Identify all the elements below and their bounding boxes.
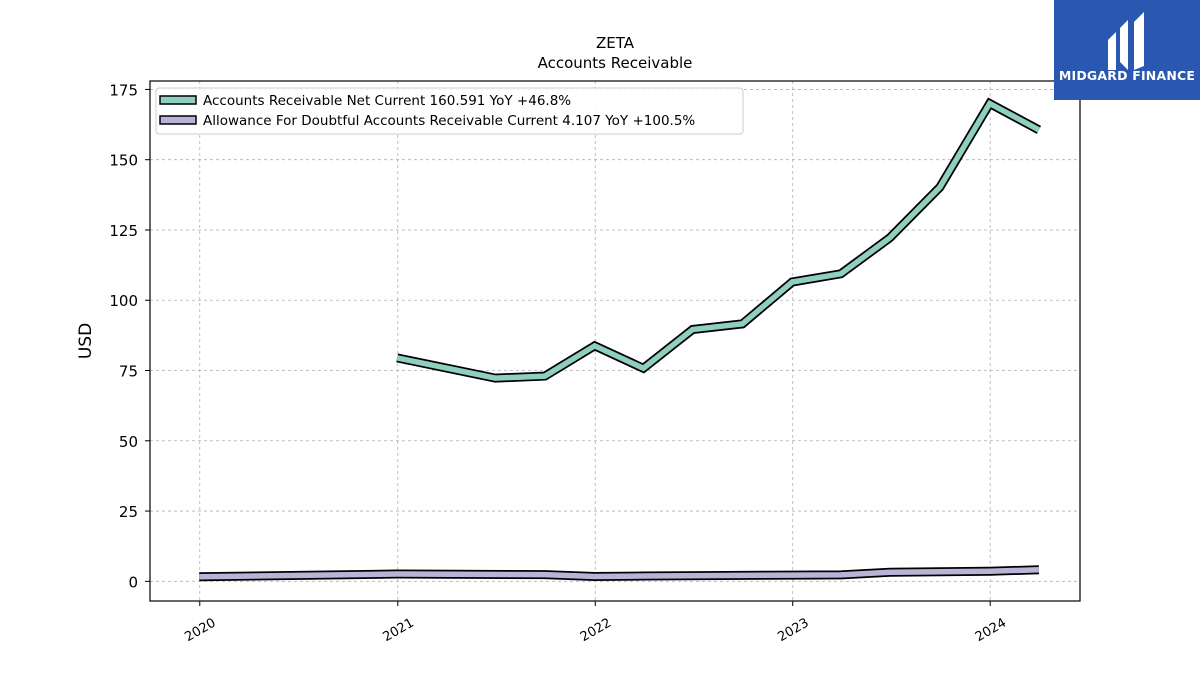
brand-mark-icon <box>1108 12 1144 70</box>
plot-frame <box>149 80 1081 602</box>
x-tick-label: 2024 <box>973 616 1009 646</box>
y-tick-label: 150 <box>109 152 138 170</box>
legend-swatch <box>159 115 197 125</box>
x-tick-label: 2020 <box>182 616 218 646</box>
chart-title: ZETA <box>596 34 635 52</box>
legend-box <box>155 87 744 135</box>
y-tick-label: 50 <box>119 433 138 451</box>
brand-logo-bg <box>1054 0 1200 100</box>
y-tick-label: 75 <box>119 363 138 381</box>
y-axis-label: USD <box>76 323 96 359</box>
series-layer <box>199 97 1042 582</box>
legend: Accounts Receivable Net Current 160.591 … <box>155 87 744 135</box>
series-line-outline <box>396 97 1042 383</box>
x-tick-label: 2021 <box>380 616 416 646</box>
legend-label: Accounts Receivable Net Current 160.591 … <box>203 93 571 109</box>
series-1 <box>199 565 1040 582</box>
series-line <box>199 567 1039 580</box>
brand-name: MIDGARD FINANCE <box>1058 68 1196 83</box>
x-tick-label: 2023 <box>775 616 811 646</box>
legend-label: Allowance For Doubtful Accounts Receivab… <box>203 113 695 129</box>
y-tick-label: 100 <box>109 292 138 310</box>
y-tick-label: 25 <box>119 503 138 521</box>
legend-swatch <box>159 95 197 105</box>
y-tick-label: 125 <box>109 222 138 240</box>
series-0 <box>396 97 1042 383</box>
grid <box>150 81 1080 601</box>
y-tick-label: 0 <box>128 573 138 591</box>
chart-subtitle: Accounts Receivable <box>538 54 693 72</box>
x-tick-label: 2022 <box>578 616 614 646</box>
series-line <box>396 99 1041 381</box>
y-tick-label: 175 <box>109 81 138 99</box>
brand-logo: MIDGARD FINANCE <box>1054 0 1200 100</box>
